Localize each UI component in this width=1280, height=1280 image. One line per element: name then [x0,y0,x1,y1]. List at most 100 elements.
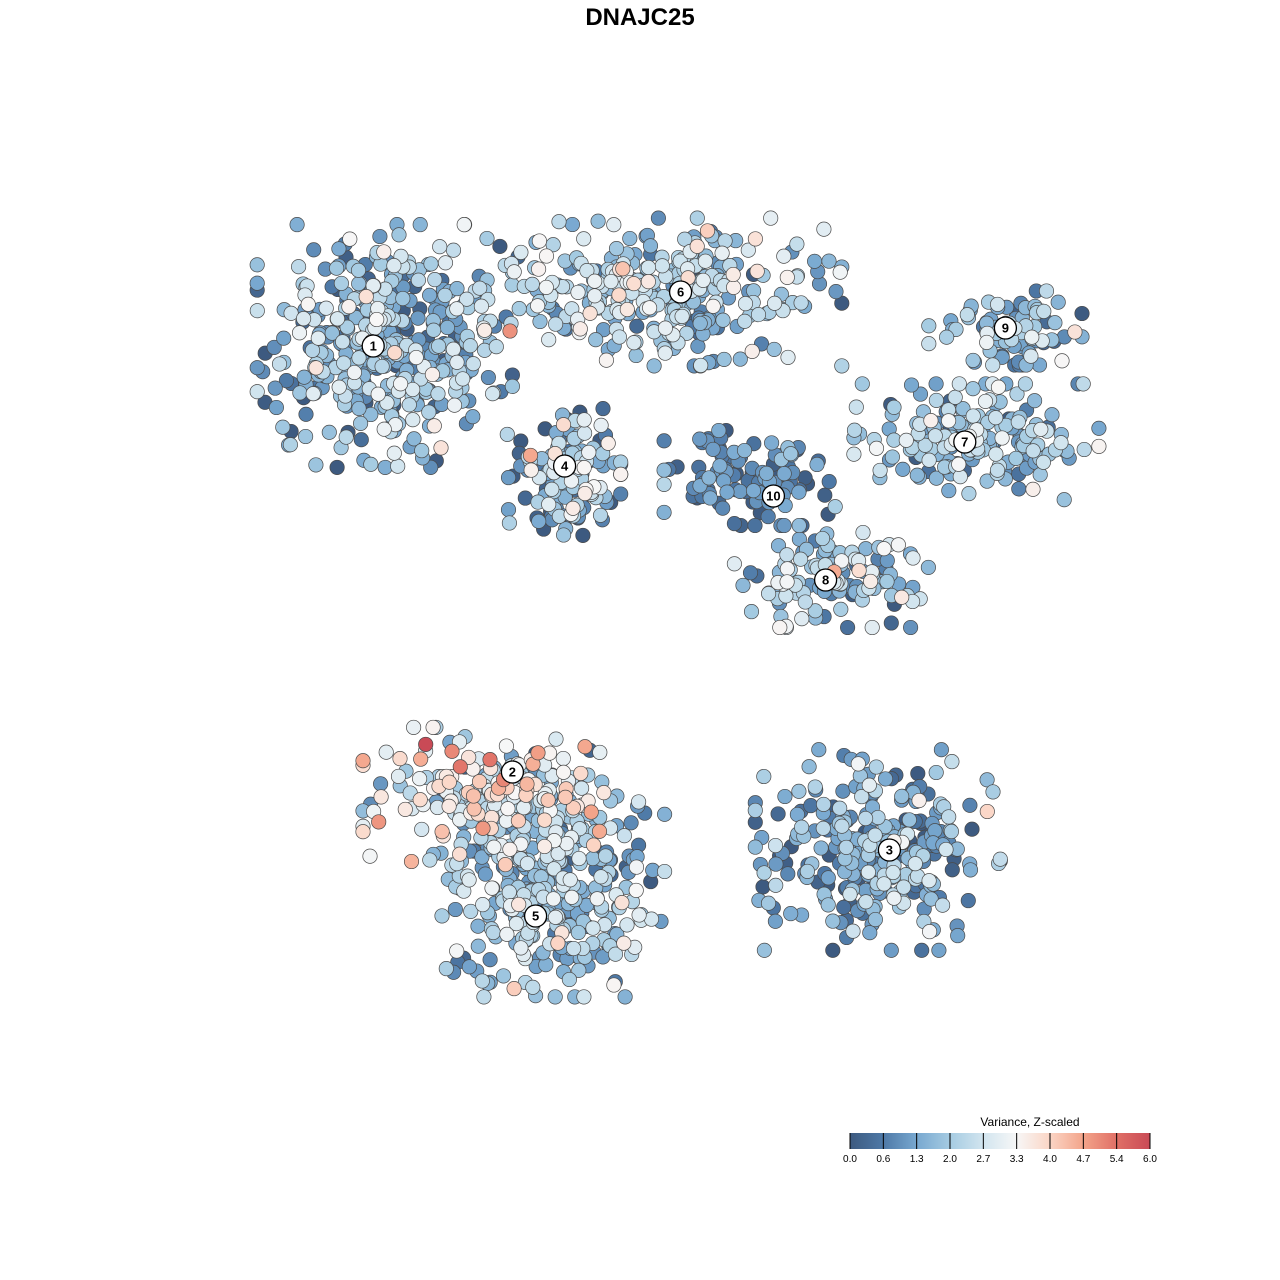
cell-point [825,913,841,929]
cell-point [266,339,282,355]
cell-point [1025,481,1041,497]
cell-point [656,462,672,478]
cell-point [867,911,883,928]
cell-point [928,376,944,392]
cell-point [965,408,981,424]
cell-point [985,357,1001,373]
cell-point [475,897,491,913]
cell-point [338,429,354,445]
cell-point [555,750,571,767]
cell-point [405,412,421,428]
cell-point [456,217,472,233]
cell-point [631,794,647,810]
cell-point [427,272,443,288]
cell-point [249,303,265,319]
cell-point [583,804,599,820]
cell-point [593,869,609,885]
cell-point [592,507,609,523]
cell-point [693,357,709,373]
cell-point [779,269,795,285]
cell-point [434,908,450,924]
cell-point [392,751,408,767]
cell-point [461,872,477,888]
cell-point [815,820,831,836]
cell-point [587,288,603,304]
cell-point [350,262,367,278]
cluster-label-text: 4 [561,459,569,474]
cell-point [941,483,957,499]
cluster-label-badge [953,430,977,454]
cell-point [446,397,463,413]
cell-point [1050,294,1066,310]
cell-point [1036,303,1052,319]
cluster-label-text: 5 [532,909,539,924]
cell-point [351,276,367,292]
cell-point [725,266,741,283]
cell-point [310,330,326,346]
cell-point [292,385,308,401]
cell-point [561,971,577,988]
cell-point [628,347,644,364]
cell-point [333,275,349,291]
cell-point [572,321,588,337]
cell-point [276,330,292,346]
cell-point [300,296,316,312]
cell-point [465,356,481,372]
cell-point [813,840,829,856]
cell-point [249,384,265,400]
cell-point [895,461,911,477]
cell-point [538,248,555,264]
cell-point [484,880,500,896]
cell-point [851,562,867,579]
cell-point [1035,454,1051,470]
colorbar-tick-label: 4.0 [1043,1154,1057,1165]
cell-point [689,238,705,254]
cell-point [449,281,465,297]
cell-point [449,354,465,370]
cell-point [531,261,547,277]
colorbar-tick-label: 2.7 [976,1154,990,1165]
cell-point [921,873,937,889]
cell-point [482,952,498,968]
cell-point [780,866,796,882]
cell-point [770,806,786,822]
cell-point [1008,450,1024,466]
cell-point [471,774,488,790]
cell-point [695,272,711,288]
cell-point [418,736,434,752]
cell-point [465,409,481,425]
cell-point [318,300,334,316]
cell-point [801,759,817,775]
cell-point [1011,481,1027,497]
cell-point [373,789,389,805]
cell-point [821,253,837,269]
cell-point [371,814,387,830]
cell-point [501,884,517,900]
cell-point [485,386,501,402]
cell-point [341,299,357,315]
cell-point [755,879,771,895]
cell-point [931,942,947,958]
cell-point [410,272,426,288]
cell-point [298,406,314,422]
cell-point [564,889,580,905]
cell-point [576,989,592,1005]
cell-point [960,893,976,909]
cell-point [745,483,762,499]
cell-point [793,551,809,567]
cell-point [619,917,635,933]
cell-point [898,432,914,448]
cell-point [541,332,557,348]
cell-point [650,210,666,226]
colorbar-tick-label: 4.7 [1076,1154,1090,1165]
cell-point [944,754,960,770]
cell-point [462,338,478,354]
cell-point [365,278,381,294]
cell-point [760,895,777,911]
cell-point [422,852,438,868]
cell-point [606,217,622,233]
cell-point [623,815,639,831]
cell-point [1027,393,1043,409]
cluster-label-7: 7 [953,430,977,454]
cell-point [532,313,548,330]
